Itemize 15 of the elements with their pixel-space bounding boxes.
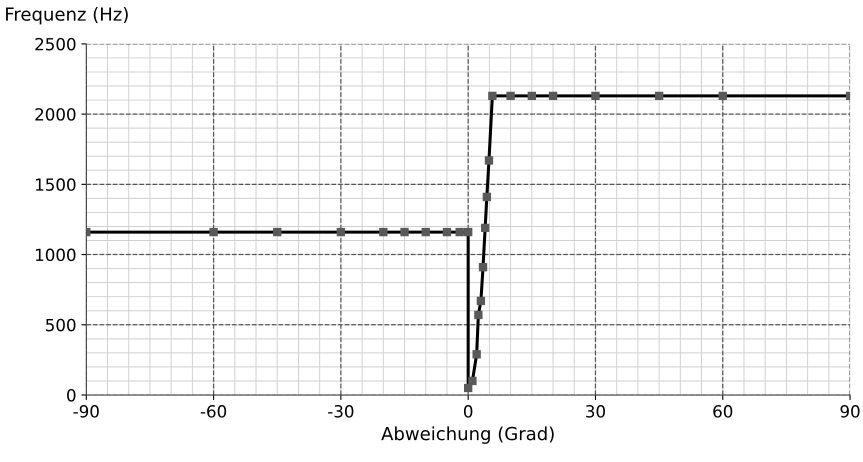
x-tick-label: 30 (586, 405, 605, 418)
y-tick-label: 2500 (35, 38, 76, 50)
x-axis-title: Abweichung (Grad) (381, 426, 554, 444)
x-tick-label: -60 (200, 405, 226, 418)
y-tick-label: 1500 (36, 178, 76, 191)
x-tick-label: -30 (328, 405, 354, 418)
x-tick-label: -90 (74, 405, 99, 418)
y-tick-label: 0 (67, 388, 76, 402)
x-tick-label: 0 (464, 405, 472, 418)
y-tick-label: 2000 (35, 108, 76, 121)
y-tick-label: 1000 (36, 248, 76, 262)
y-axis-title: Frequenz (Hz) (6, 6, 128, 24)
x-tick-label: 90 (840, 405, 860, 418)
y-tick-label: 500 (46, 318, 76, 332)
x-tick-label: 60 (713, 405, 732, 418)
